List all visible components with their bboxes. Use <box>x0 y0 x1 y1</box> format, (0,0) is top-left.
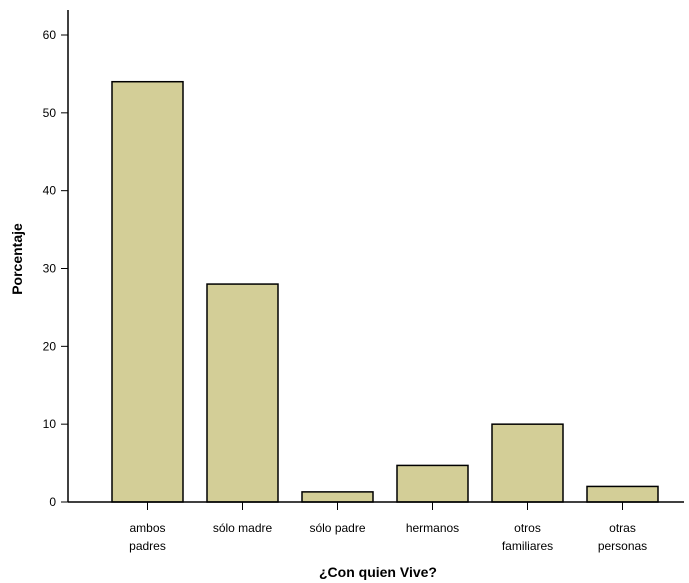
y-tick-label: 0 <box>49 495 56 509</box>
x-tick-label: sólo padre <box>309 521 365 535</box>
x-tick-label: otros familiares <box>502 521 553 553</box>
bar <box>206 283 279 503</box>
y-tick-label: 50 <box>43 106 57 120</box>
bar <box>111 80 184 503</box>
y-tick-label: 40 <box>43 184 57 198</box>
y-axis-title: Porcentaje <box>9 223 25 295</box>
x-axis-title: ¿Con quien Vive? <box>319 564 437 580</box>
y-tick-label: 60 <box>43 28 57 42</box>
bars <box>111 80 659 503</box>
x-tick-label: ambos padres <box>129 521 166 553</box>
y-axis-ticks: 0 10 20 30 40 50 60 <box>43 28 68 509</box>
x-tick-label: hermanos <box>406 521 459 535</box>
x-tick-label: otras personas <box>598 521 647 553</box>
y-tick-label: 10 <box>43 417 57 431</box>
bar <box>396 464 469 503</box>
x-axis-ticks: ambos padres sólo madre sólo padre hermanos o… <box>129 502 647 553</box>
x-tick-label: sólo madre <box>213 521 273 535</box>
bar <box>301 491 374 503</box>
y-tick-label: 20 <box>43 339 57 353</box>
y-tick-label: 30 <box>43 262 57 276</box>
bar <box>586 485 659 503</box>
bar <box>491 423 564 503</box>
